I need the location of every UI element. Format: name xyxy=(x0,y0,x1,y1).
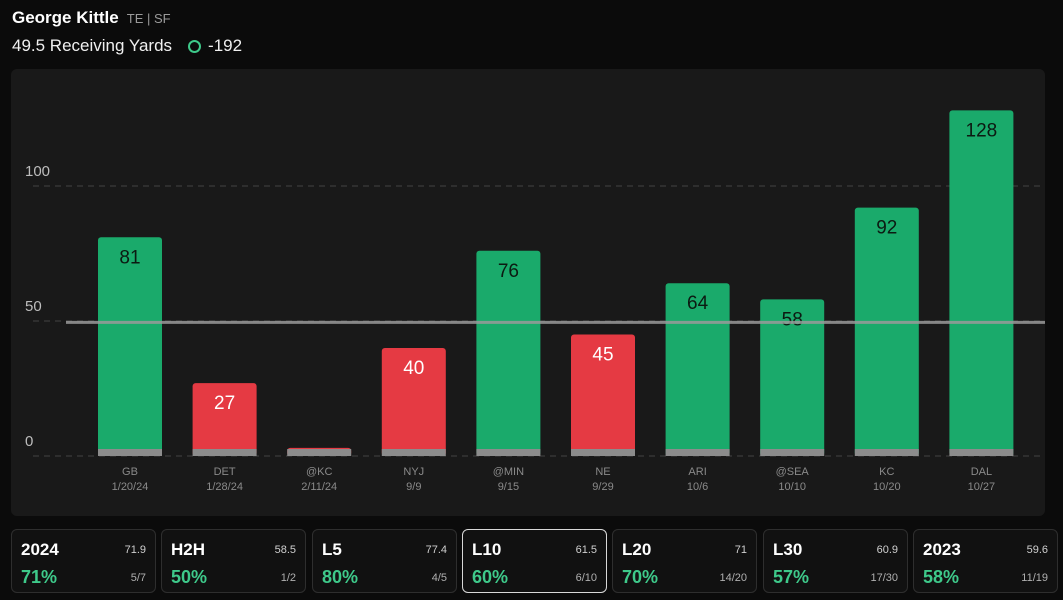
tab-average: 77.4 xyxy=(425,544,447,556)
tab-2023[interactable]: 2023 59.6 58% 11/19 xyxy=(913,529,1058,593)
x-tick-label: DAL xyxy=(971,466,992,478)
data-label: 64 xyxy=(687,293,709,314)
bar-base xyxy=(287,449,352,456)
x-tick-label: @SEA xyxy=(776,466,810,478)
tab-hit-rate: 50% xyxy=(171,567,208,587)
x-tick-label: @KC xyxy=(306,466,333,478)
tab-label: H2H xyxy=(171,540,206,559)
x-tick-label: NE xyxy=(595,466,610,478)
tab-label: 2023 xyxy=(923,540,961,559)
tab-average: 71.9 xyxy=(124,544,146,556)
chart-panel: 0 50 100 81 GB 1/20/24 27 DET 1/28/24 @KC 2/11/24 4… xyxy=(11,69,1045,516)
tab-label: L20 xyxy=(622,540,652,559)
x-tick-label: KC xyxy=(879,466,894,478)
tab-hit-count: 11/19 xyxy=(1021,572,1048,584)
bar[interactable] xyxy=(949,110,1014,457)
bar[interactable] xyxy=(192,383,257,456)
player-row: George Kittle TE | SF xyxy=(12,8,242,28)
tab-l20[interactable]: L20 71 70% 14/20 xyxy=(612,529,757,593)
tab-average: 59.6 xyxy=(1026,544,1048,556)
data-label: 27 xyxy=(214,393,235,414)
tab-hit-count: 4/5 xyxy=(431,572,447,584)
header: George Kittle TE | SF 49.5 Receiving Yar… xyxy=(12,8,242,56)
bar[interactable] xyxy=(476,250,541,456)
bar-base xyxy=(949,449,1014,456)
y-tick-label: 0 xyxy=(25,433,33,450)
bar-base xyxy=(665,449,730,456)
tab-hit-rate: 57% xyxy=(773,567,810,587)
player-name[interactable]: George Kittle xyxy=(12,8,119,27)
x-tick-date: 9/15 xyxy=(498,481,519,493)
x-tick-label: DET xyxy=(214,466,236,478)
tab-hit-rate: 70% xyxy=(622,567,659,587)
x-tick-label: ARI xyxy=(688,466,706,478)
player-meta: TE | SF xyxy=(126,11,171,26)
tab-2024[interactable]: 2024 71.9 71% 5/7 xyxy=(11,529,156,593)
tab-hit-count: 1/2 xyxy=(280,572,296,584)
prop-line: 49.5 Receiving Yards xyxy=(12,36,173,55)
x-tick-date: 1/28/24 xyxy=(206,481,243,493)
x-tick-date: 10/6 xyxy=(687,481,708,493)
data-label: 76 xyxy=(498,261,519,282)
data-label: 58 xyxy=(782,309,803,330)
x-tick-date: 9/9 xyxy=(406,481,421,493)
x-tick-date: 2/11/24 xyxy=(301,481,337,493)
tab-hit-count: 17/30 xyxy=(870,572,898,584)
bar[interactable] xyxy=(760,299,825,456)
bar[interactable] xyxy=(665,283,730,456)
x-tick-label: @MIN xyxy=(493,466,524,478)
bar-base xyxy=(760,449,825,456)
x-tick-date: 10/27 xyxy=(968,481,996,493)
bar[interactable] xyxy=(98,237,162,456)
bar-base xyxy=(381,449,446,456)
tab-l10[interactable]: L10 61.5 60% 6/10 xyxy=(462,529,607,593)
x-tick-date: 10/20 xyxy=(873,481,901,493)
tab-average: 61.5 xyxy=(575,544,597,556)
data-label: 92 xyxy=(876,218,897,239)
bar[interactable] xyxy=(571,334,635,457)
split-tabs: 2024 71.9 71% 5/7 H2H 58.5 50% 1/2 L5 77.4 80% 4/5 L… xyxy=(11,529,1059,595)
bar-base xyxy=(571,449,635,456)
bar-base xyxy=(854,449,919,456)
tab-average: 71 xyxy=(734,544,747,556)
y-tick-label: 100 xyxy=(25,163,50,180)
x-tick-label: GB xyxy=(122,466,138,478)
data-label: 81 xyxy=(119,247,140,268)
tab-hit-rate: 80% xyxy=(322,567,359,587)
tab-l5[interactable]: L5 77.4 80% 4/5 xyxy=(312,529,457,593)
tab-hit-count: 5/7 xyxy=(130,572,146,584)
tab-hit-count: 14/20 xyxy=(719,572,747,584)
tab-label: 2024 xyxy=(21,540,59,559)
prop-row: 49.5 Receiving Yards -192 xyxy=(12,36,242,56)
tab-average: 60.9 xyxy=(876,544,898,556)
tab-l30[interactable]: L30 60.9 57% 17/30 xyxy=(763,529,908,593)
bar-base xyxy=(476,449,541,456)
bar[interactable] xyxy=(381,348,446,456)
x-tick-date: 9/29 xyxy=(592,481,613,493)
y-tick-label: 50 xyxy=(25,298,42,315)
bar-base xyxy=(98,449,162,456)
bar-base xyxy=(192,449,257,456)
x-tick-date: 1/20/24 xyxy=(112,481,149,493)
tab-label: L10 xyxy=(472,540,502,559)
tab-hit-rate: 60% xyxy=(472,567,509,587)
tab-h2h[interactable]: H2H 58.5 50% 1/2 xyxy=(161,529,306,593)
data-label: 45 xyxy=(592,345,613,366)
tab-average: 58.5 xyxy=(274,544,296,556)
tab-hit-count: 6/10 xyxy=(575,572,597,584)
tab-hit-rate: 58% xyxy=(923,567,960,587)
odds-value: -192 xyxy=(208,36,243,55)
tab-label: L5 xyxy=(322,540,342,559)
x-tick-label: NYJ xyxy=(403,466,424,478)
bar[interactable] xyxy=(854,207,919,456)
data-label: 40 xyxy=(403,358,424,379)
tab-hit-rate: 71% xyxy=(21,567,58,587)
circle-outline-icon xyxy=(188,39,202,53)
data-label: 128 xyxy=(966,120,998,141)
tab-label: L30 xyxy=(773,540,803,559)
x-tick-date: 10/10 xyxy=(778,481,806,493)
bar-chart: 0 50 100 81 GB 1/20/24 27 DET 1/28/24 @KC 2/11/24 4… xyxy=(25,110,1045,493)
